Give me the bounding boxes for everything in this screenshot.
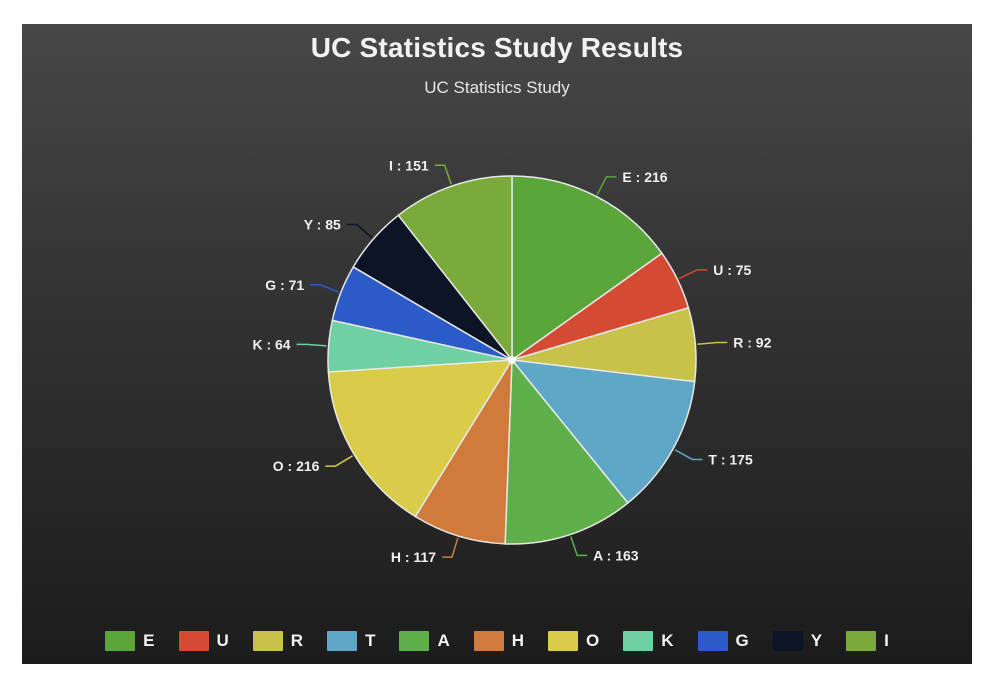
data-label-g: G : 71 [265, 277, 304, 293]
leader-line-k [296, 343, 327, 347]
legend-swatch [623, 631, 654, 651]
legend-swatch [473, 631, 504, 651]
legend-item-y[interactable]: Y [772, 631, 823, 651]
legend-item-a[interactable]: A [399, 631, 450, 651]
legend-label: K [661, 631, 674, 650]
pie-chart: E : 216 U : 75 R : 92 T : 175 A : 163 H : 117… [252, 157, 771, 565]
leader-line-a [570, 536, 588, 557]
legend-swatch [399, 631, 430, 651]
legend-swatch [772, 631, 803, 651]
leader-line-t [674, 449, 703, 461]
chart-subtitle: UC Statistics Study [424, 78, 570, 97]
pie-slice-e[interactable] [511, 175, 663, 362]
data-label-e: E : 216 [622, 169, 667, 185]
legend-swatch [105, 631, 136, 651]
data-label-u: U : 75 [713, 262, 751, 278]
leader-line-g [310, 284, 340, 293]
legend-label: R [290, 631, 304, 650]
legend-label: E [143, 631, 155, 650]
leader-line-h [442, 537, 459, 558]
pie-slice-h[interactable] [414, 357, 513, 545]
data-label-k: K : 64 [252, 336, 290, 352]
leader-line-e [596, 176, 617, 196]
pie-slice-i[interactable] [397, 175, 513, 363]
data-label-i: I : 151 [389, 157, 429, 173]
legend-item-g[interactable]: G [697, 631, 749, 651]
legend-item-r[interactable]: R [252, 631, 304, 651]
leader-line-o [325, 455, 353, 467]
data-label-y: Y : 85 [304, 217, 341, 233]
legend-item-k[interactable]: K [623, 631, 674, 651]
legend-item-h[interactable]: H [473, 631, 525, 651]
legend-label: G [735, 631, 749, 650]
legend-label: I [884, 631, 889, 650]
legend-item-e[interactable]: E [105, 631, 155, 651]
legend-swatch [548, 631, 579, 651]
chart-title: UC Statistics Study Results [310, 32, 684, 63]
legend-label: H [511, 631, 525, 650]
pie-center [508, 356, 516, 364]
leader-line-u [678, 269, 708, 280]
legend-label: A [437, 631, 450, 650]
legend-swatch [252, 631, 283, 651]
legend-swatch [178, 631, 209, 651]
legend-item-t[interactable]: T [327, 631, 375, 651]
legend-label: U [216, 631, 229, 650]
legend-swatch [327, 631, 358, 651]
legend-label: T [365, 631, 376, 650]
data-label-a: A : 163 [593, 547, 639, 563]
data-label-o: O : 216 [273, 458, 320, 474]
legend-swatch [846, 631, 877, 651]
pie-slice-o[interactable] [327, 359, 514, 518]
data-label-h: H : 117 [391, 549, 436, 565]
data-label-r: R : 92 [733, 335, 771, 351]
legend-item-u[interactable]: U [178, 631, 229, 651]
leader-line-r [697, 341, 728, 345]
chart-panel: UC Statistics Study Results UC Statistic… [22, 24, 972, 664]
legend-label: Y [810, 631, 823, 650]
data-label-t: T : 175 [708, 451, 753, 467]
legend-label: O [586, 631, 600, 650]
leader-line-y [346, 223, 373, 239]
legend-item-o[interactable]: O [548, 631, 599, 651]
legend-swatch [697, 631, 728, 651]
pie-slice-a[interactable] [504, 357, 629, 545]
legend-item-i[interactable]: I [846, 631, 889, 651]
leader-line-i [434, 164, 452, 185]
pie-slice-t[interactable] [510, 359, 696, 504]
